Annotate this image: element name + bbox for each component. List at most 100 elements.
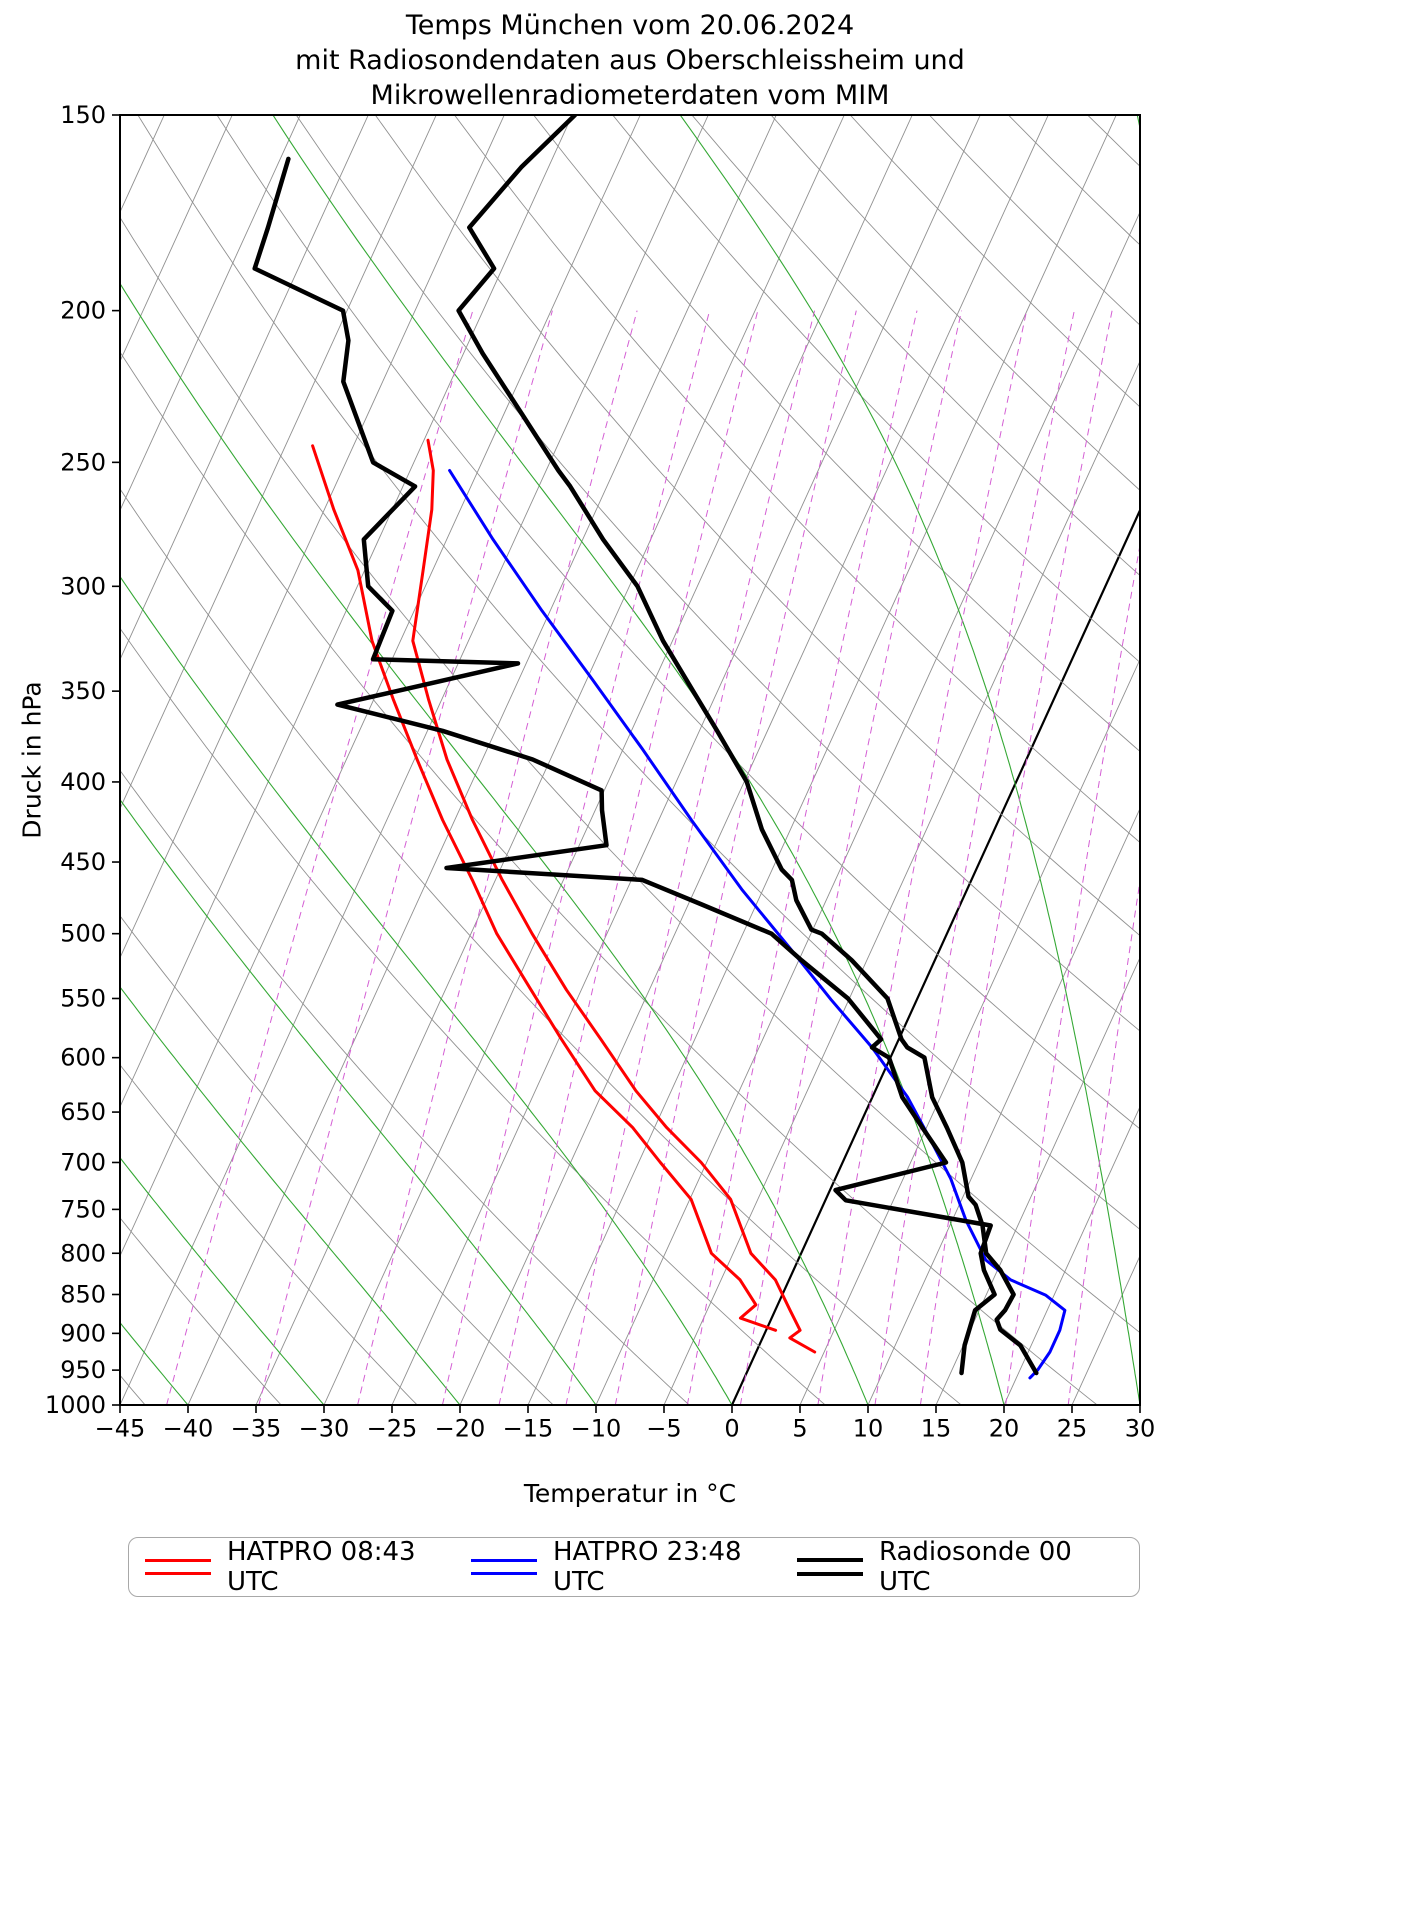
legend-line-swatch-blue <box>471 1559 537 1575</box>
isotherm-line <box>459 115 1049 1405</box>
y-tick-label: 900 <box>60 1319 106 1347</box>
x-tick-label: 25 <box>1057 1415 1088 1443</box>
mixing-ratio-line <box>614 310 857 1405</box>
mixing-ratio-line <box>874 310 1075 1405</box>
dry-adiabat-line <box>295 115 1140 1032</box>
x-tick-label: 5 <box>792 1415 807 1443</box>
y-tick-label: 700 <box>60 1148 106 1176</box>
chart-title-line3: Mikrowellenradiometerdaten vom MIM <box>370 80 890 111</box>
moist-adiabat-line <box>120 282 869 1405</box>
dry-adiabat-line <box>928 115 1140 326</box>
chart-title: Temps München vom 20.06.2024 mit Radioso… <box>120 8 1140 113</box>
mixing-ratio-line <box>1067 877 1140 1405</box>
skewt-chart-canvas: −45 −40 −35 −30 −25 −20 −15 −10 −5 0 5 10 15 20 25 30 15… <box>0 101 1427 1443</box>
series-radiosonde-00-utc-temperatur <box>456 115 1039 1376</box>
x-tick-label: −5 <box>646 1415 681 1443</box>
isotherm-line <box>867 807 1140 1405</box>
isotherm-line <box>1276 115 1427 1405</box>
mixing-ratio-line <box>919 310 1113 1405</box>
dry-adiabat-line <box>770 115 1140 491</box>
isotherm-line <box>1344 115 1427 1405</box>
isotherm-line <box>120 115 573 1108</box>
dry-adiabat-line <box>120 627 826 1405</box>
isotherm-line <box>120 115 505 959</box>
moist-adiabat-line <box>120 1156 325 1405</box>
x-tick-label: −25 <box>367 1415 418 1443</box>
y-tick-label: 500 <box>60 920 106 948</box>
dry-adiabat-line <box>120 1064 418 1405</box>
legend-line-swatch-black <box>797 1558 863 1576</box>
y-tick-label: 750 <box>60 1195 106 1223</box>
isotherm-line <box>595 210 1140 1405</box>
isotherm-line <box>391 115 981 1405</box>
chart-title-line1: Temps München vom 20.06.2024 <box>405 10 855 41</box>
y-tick-label: 400 <box>60 768 106 796</box>
legend-label: HATPRO 23:48 UTC <box>553 1537 742 1597</box>
dry-adiabat-line <box>1087 115 1140 167</box>
legend-label: HATPRO 08:43 UTC <box>227 1537 416 1597</box>
dry-adiabat-line <box>374 115 1140 937</box>
legend: HATPRO 08:43 UTC HATPRO 23:48 UTC Radios… <box>128 1537 1140 1597</box>
mixing-ratio-line <box>565 310 816 1405</box>
isotherm-line <box>1139 1403 1140 1405</box>
mixing-ratio-line <box>1005 542 1140 1405</box>
y-tick-label: 350 <box>60 677 106 705</box>
dry-adiabat-line <box>1008 115 1140 246</box>
y-tick-label: 150 <box>60 101 106 129</box>
dry-adiabat-line <box>120 915 554 1405</box>
x-tick-label: −15 <box>503 1415 554 1443</box>
dry-adiabat-line <box>454 115 1140 844</box>
zero-isotherm-line <box>730 507 1140 1405</box>
dry-adiabat-line <box>120 1217 282 1405</box>
x-tick-label: 20 <box>989 1415 1020 1443</box>
isotherm-line <box>1071 1254 1140 1405</box>
x-tick-label: 30 <box>1125 1415 1156 1443</box>
series-hatpro-08-43-utc-taupunkt <box>311 444 778 1332</box>
y-tick-label: 450 <box>60 848 106 876</box>
dry-adiabat-line <box>849 115 1140 408</box>
dry-adiabat-line <box>120 216 1140 1334</box>
x-tick-label: 0 <box>724 1415 739 1443</box>
moist-adiabat-line <box>1136 115 1140 131</box>
isotherm-line <box>187 115 777 1405</box>
series-hatpro-23-48-utc-temperatur <box>448 469 1067 1380</box>
isotherm-line <box>1208 115 1427 1405</box>
isotherm-line <box>1003 1105 1140 1405</box>
y-tick-label: 950 <box>60 1356 106 1384</box>
dry-adiabat-line <box>1246 115 1427 1405</box>
y-tick-label: 200 <box>60 297 106 325</box>
y-tick-label: 650 <box>60 1098 106 1126</box>
legend-item-radiosonde: Radiosonde 00 UTC <box>797 1537 1123 1597</box>
isotherm-line <box>120 115 641 1257</box>
isotherm-line <box>935 956 1140 1405</box>
dry-adiabat-line <box>533 115 1140 753</box>
x-tick-label: 10 <box>853 1415 884 1443</box>
dry-adiabat-line <box>612 115 1140 664</box>
isotherm-line <box>120 115 233 363</box>
dry-adiabat-line <box>137 115 1140 1230</box>
isotherm-line <box>120 115 709 1405</box>
background-grid <box>0 115 1427 1405</box>
axes: −45 −40 −35 −30 −25 −20 −15 −10 −5 0 5 10 15 20 25 30 15… <box>45 101 1155 1443</box>
mixing-ratio-line <box>739 310 963 1405</box>
dry-adiabat-line <box>0 115 9 1405</box>
dry-adiabat-line <box>1167 115 1427 1405</box>
y-tick-label: 300 <box>60 572 106 600</box>
x-tick-label: −10 <box>571 1415 622 1443</box>
moist-adiabat-line <box>120 575 733 1405</box>
dry-adiabat-line <box>120 769 690 1405</box>
y-tick-label: 250 <box>60 448 106 476</box>
mixing-ratio-line <box>441 310 711 1405</box>
isotherm-line <box>323 115 913 1405</box>
y-tick-label: 600 <box>60 1044 106 1072</box>
isotherm-line <box>120 115 301 512</box>
x-tick-label: −45 <box>95 1415 146 1443</box>
x-tick-label: −30 <box>299 1415 350 1443</box>
series-hatpro-08-43-utc-temperatur <box>411 438 817 1354</box>
y-tick-label: 550 <box>60 984 106 1012</box>
y-tick-label: 800 <box>60 1239 106 1267</box>
y-tick-label: 1000 <box>45 1391 106 1419</box>
isotherm-line <box>120 115 437 810</box>
chart-title-line2: mit Radiosondendaten aus Oberschleisshei… <box>295 45 965 76</box>
